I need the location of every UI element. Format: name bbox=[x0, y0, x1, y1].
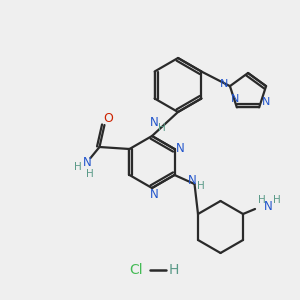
Text: N: N bbox=[150, 116, 158, 128]
Text: N: N bbox=[176, 142, 185, 154]
Text: H: H bbox=[158, 123, 166, 133]
Text: N: N bbox=[220, 79, 228, 89]
Text: N: N bbox=[150, 188, 158, 202]
Text: N: N bbox=[83, 155, 92, 169]
Text: N: N bbox=[264, 200, 272, 214]
Text: H: H bbox=[74, 162, 81, 172]
Text: H: H bbox=[273, 195, 281, 205]
Text: H: H bbox=[169, 263, 179, 277]
Text: N: N bbox=[231, 94, 239, 104]
Text: O: O bbox=[103, 112, 113, 125]
Text: N: N bbox=[188, 173, 197, 187]
Text: H: H bbox=[258, 195, 266, 205]
Text: H: H bbox=[85, 169, 93, 179]
Text: N: N bbox=[262, 98, 270, 107]
Text: Cl: Cl bbox=[129, 263, 143, 277]
Text: H: H bbox=[196, 181, 204, 191]
